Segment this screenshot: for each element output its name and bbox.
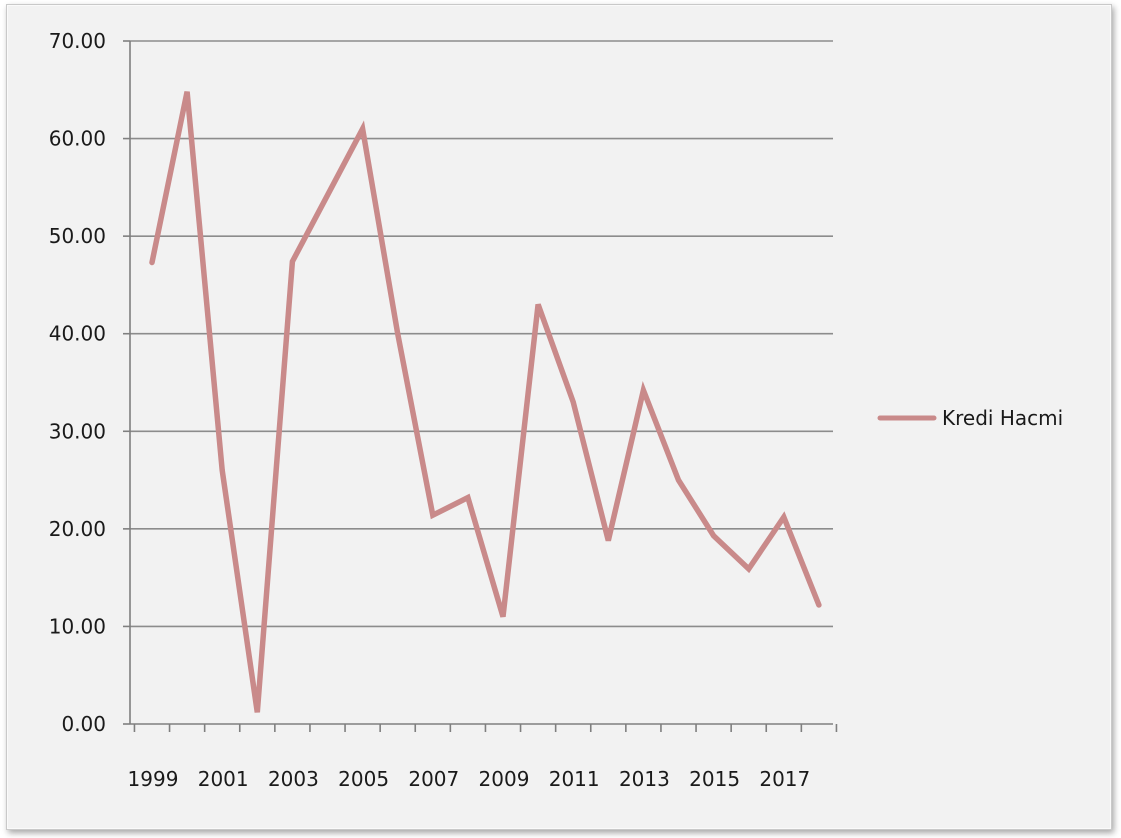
y-tick-label: 30.00	[49, 419, 106, 443]
series-group	[149, 91, 822, 713]
x-tick-label: 2015	[689, 767, 740, 791]
x-tick-label: 2005	[338, 767, 389, 791]
y-tick-label: 50.00	[49, 224, 106, 248]
y-tick-label: 60.00	[49, 127, 106, 151]
y-tick-label: 70.00	[49, 29, 106, 53]
x-tick-label: 2013	[619, 767, 670, 791]
legend: Kredi Hacmi	[877, 406, 1063, 430]
y-tick-label: 0.00	[61, 712, 106, 736]
axes	[123, 40, 838, 732]
y-tick-label: 10.00	[49, 614, 106, 638]
x-tick-label: 2017	[759, 767, 810, 791]
x-tick-label: 2001	[198, 767, 249, 791]
x-tick-label: 2003	[268, 767, 319, 791]
y-axis-tick-labels: 0.00 10.00 20.00 30.00 40.00 50.00 60.00 70.00	[49, 29, 106, 736]
x-tick-label: 2011	[549, 767, 600, 791]
y-tick-label: 40.00	[49, 322, 106, 346]
x-tick-label: 1999	[128, 767, 179, 791]
series-line	[149, 91, 822, 713]
x-tick-label: 2007	[408, 767, 459, 791]
y-tick-label: 20.00	[49, 517, 106, 541]
legend-label: Kredi Hacmi	[942, 406, 1063, 430]
x-tick-label: 2009	[479, 767, 530, 791]
x-axis-tick-labels: 1999 2001 2003 2005 2007 2009 2011 2013 2015 2017	[128, 767, 811, 791]
